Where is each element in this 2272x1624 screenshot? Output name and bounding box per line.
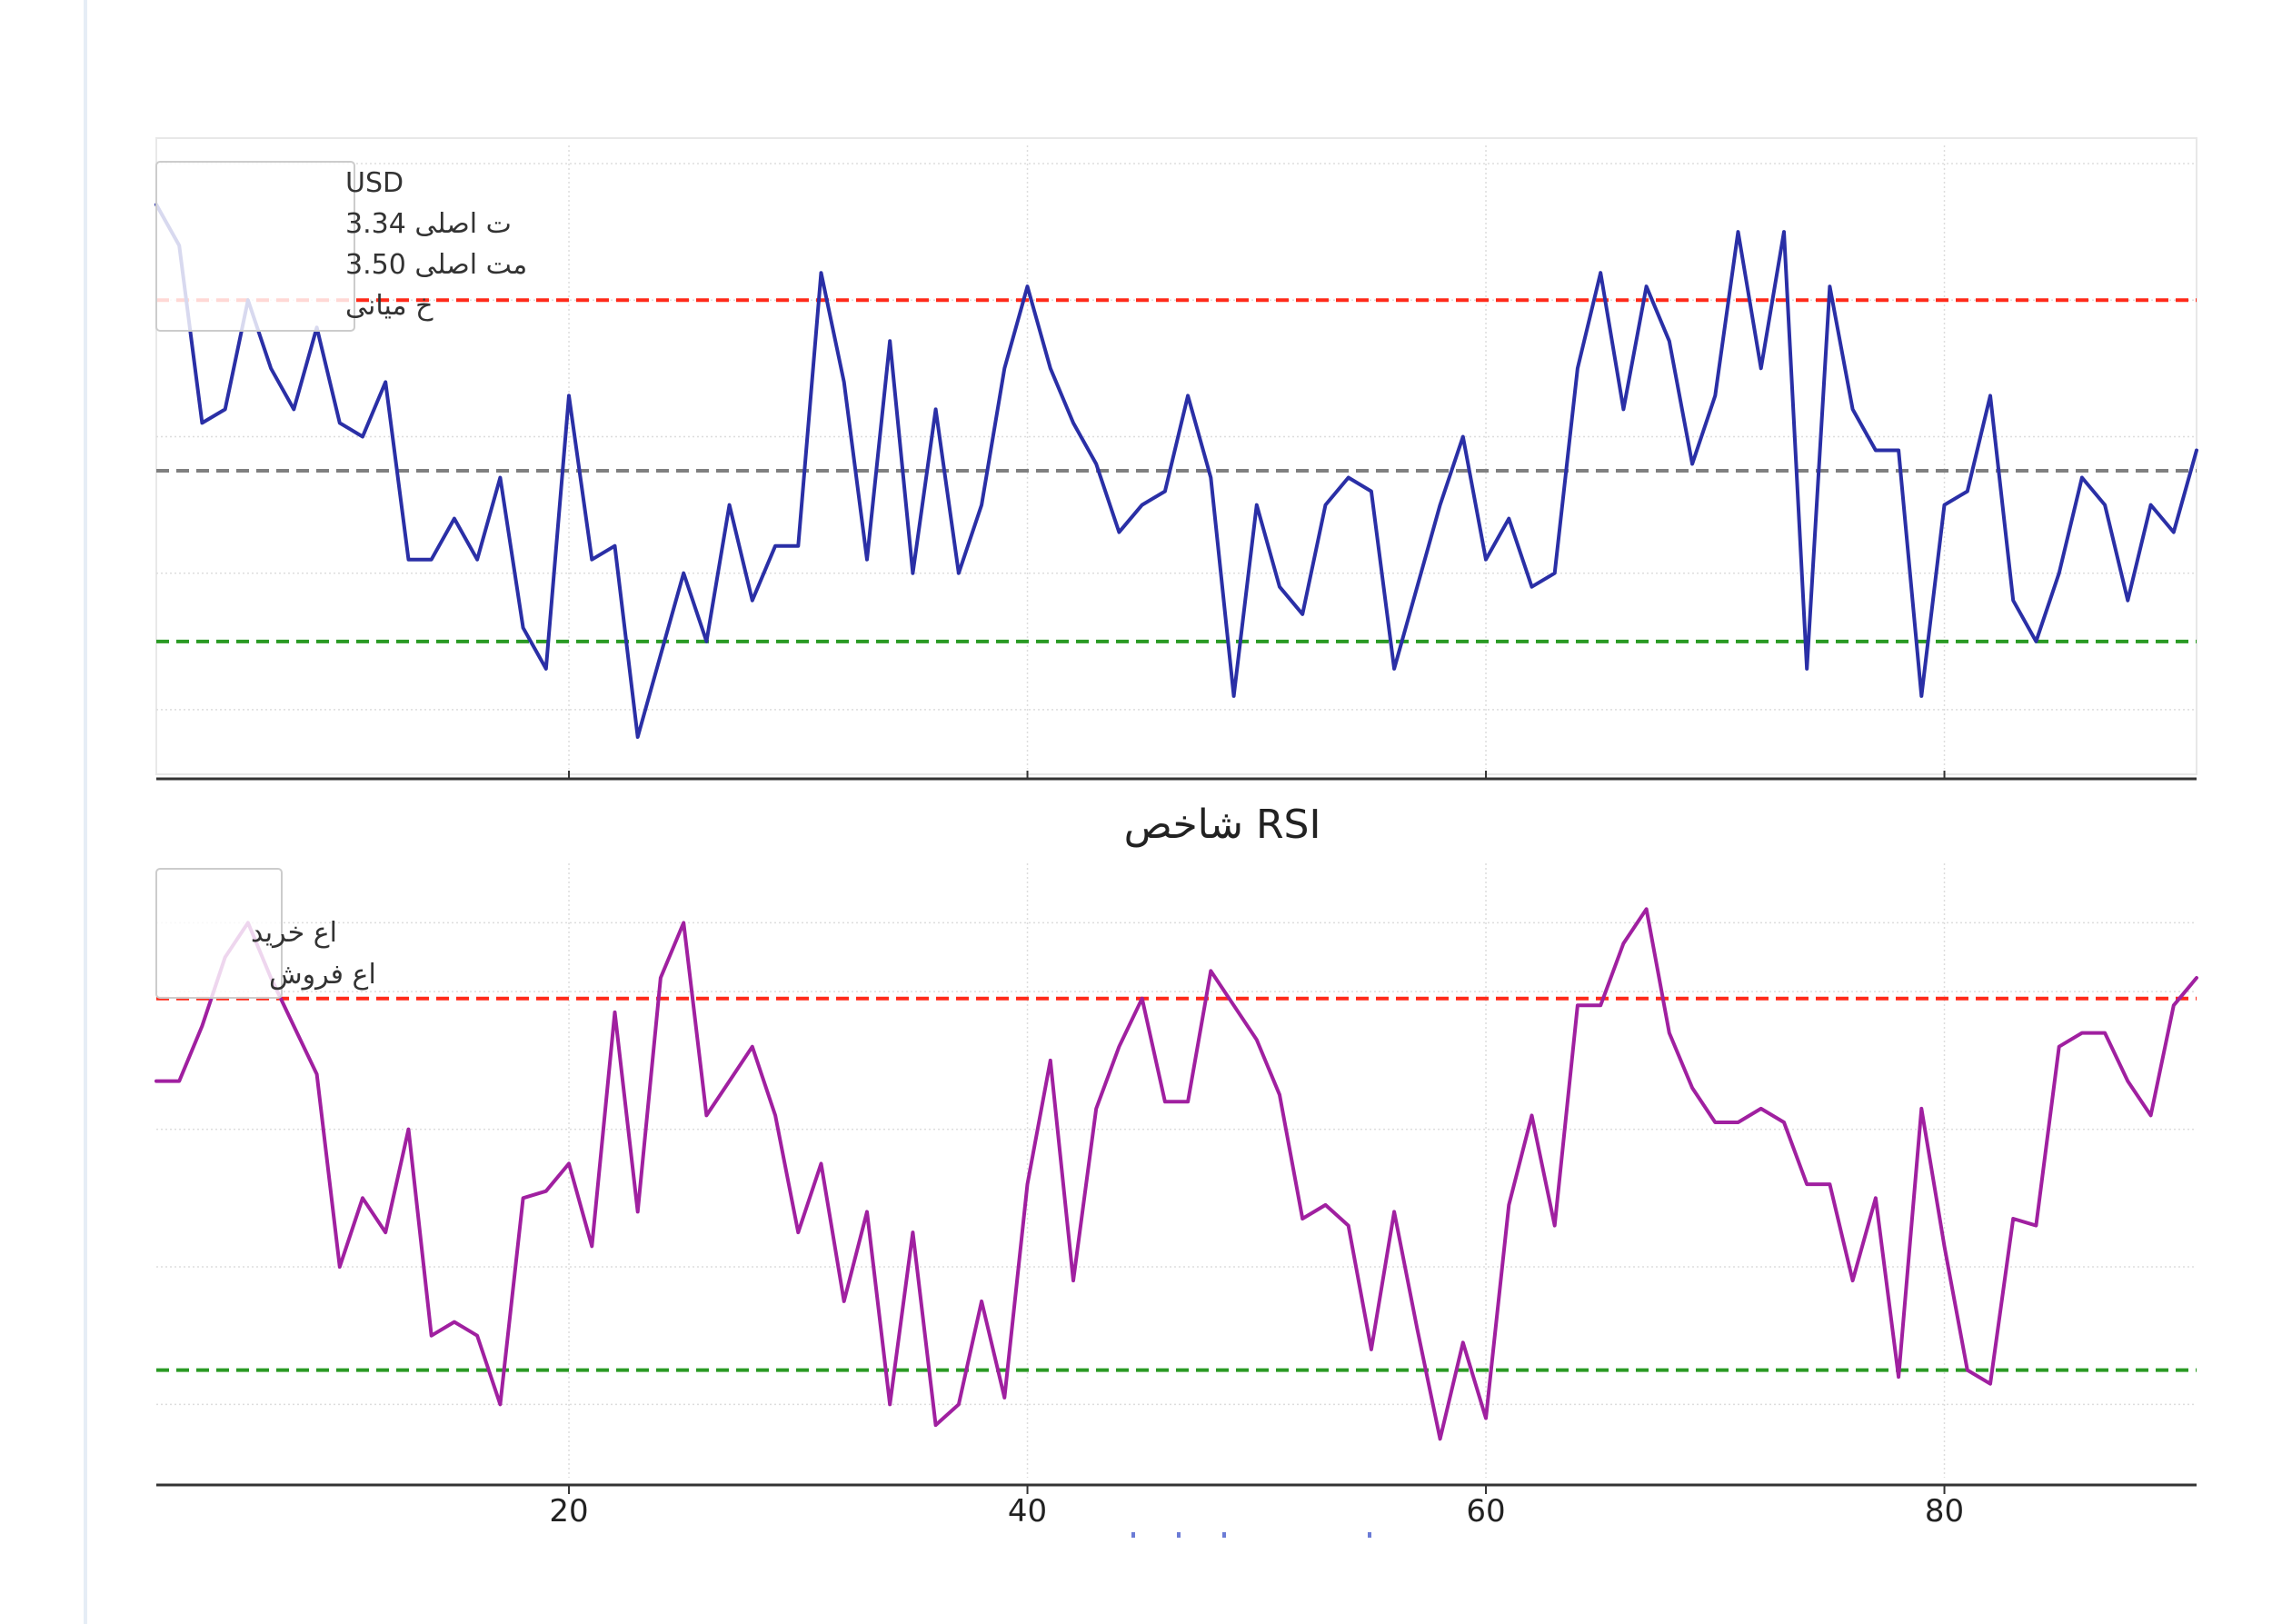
price-legend-entry: خ میانی [345,290,433,322]
x-axis-label-fragment [1131,1532,1371,1538]
rsi-legend-entry: اع خرید [251,917,337,949]
series-line-rsi [154,907,2198,1441]
x-tick-label: 20 [549,1493,588,1529]
price-panel-frame [155,137,2197,775]
x-tick-label: 40 [1008,1493,1047,1529]
series-line-usd [154,203,2198,739]
price-legend[interactable]: USD ت اصلی 3.34 مت اصلی 3.50 خ میانی [155,161,527,332]
rsi-legend[interactable]: اع خرید اع فروش [155,868,376,999]
rsi-panel-grid [156,863,2197,1478]
price-panel-series [154,203,2198,739]
x-axis-ticks: 20 40 60 80 [549,771,1964,1529]
rsi-panel-reference-lines [156,996,2197,1372]
rsi-panel-series [154,907,2198,1441]
page-left-border [84,0,87,1624]
rsi-legend-box [155,868,283,999]
price-legend-entry: USD [345,167,404,199]
price-legend-entry: ت اصلی 3.34 [345,208,512,240]
price-panel-reference-lines [156,298,2197,643]
price-legend-box [155,161,355,332]
rsi-legend-entry: اع فروش [269,959,376,991]
price-legend-entry: مت اصلی 3.50 [345,249,527,281]
x-tick-label: 60 [1466,1493,1505,1529]
x-tick-label: 80 [1925,1493,1964,1529]
rsi-panel-title: شاخص RSI [1124,802,1321,848]
